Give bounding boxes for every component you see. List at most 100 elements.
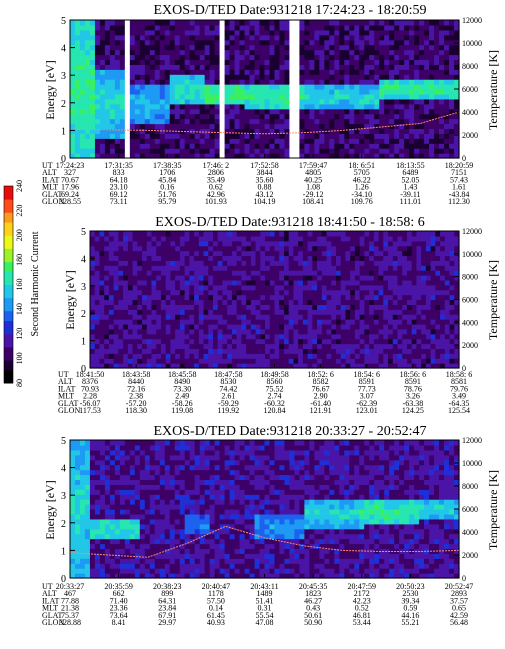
heat-cell — [344, 148, 350, 154]
heat-cell — [99, 98, 106, 105]
heat-cell — [411, 358, 418, 364]
heat-cell — [129, 79, 136, 85]
heat-cell — [231, 240, 238, 247]
heat-cell — [198, 358, 205, 364]
heat-cell — [146, 245, 153, 252]
heat-cell — [304, 84, 310, 90]
heat-cell — [364, 59, 370, 65]
heat-cell — [159, 123, 166, 130]
heat-cell — [449, 358, 455, 364]
heat-cell — [74, 39, 81, 46]
heat-cell — [254, 113, 261, 120]
heat-cell — [389, 108, 395, 115]
heat-cell — [134, 84, 141, 90]
heat-cell — [129, 469, 136, 476]
heat-cell — [383, 348, 389, 354]
heat-cell — [392, 240, 399, 247]
heat-cell — [214, 148, 221, 154]
heat-cell — [127, 240, 134, 247]
heat-cell — [204, 143, 211, 149]
heat-cell — [314, 148, 320, 154]
panel-2-title: EXOS-D/TED Date:931218 18:41:50 - 18:58:… — [155, 215, 424, 230]
panel-3-heatmap — [69, 440, 460, 579]
heat-cell — [369, 353, 375, 359]
ephemeris-row-label: UT — [58, 370, 69, 379]
heat-cell — [336, 353, 342, 359]
heat-cell — [184, 284, 190, 291]
heat-cell — [250, 358, 257, 364]
ephemeris-value: 74.42 — [219, 384, 237, 393]
heat-cell — [255, 319, 261, 325]
heat-cell — [160, 235, 167, 242]
heat-cell — [151, 343, 157, 350]
heat-cell — [259, 143, 266, 149]
heat-cell — [203, 328, 209, 335]
heat-cell — [132, 245, 138, 252]
heat-cell — [90, 333, 96, 340]
heat-cell — [374, 34, 380, 41]
heat-cell — [134, 148, 141, 154]
heat-cell — [214, 54, 221, 61]
heat-cell — [194, 153, 201, 159]
heat-cell — [440, 231, 446, 237]
heat-cell — [454, 235, 460, 242]
heat-cell — [304, 138, 310, 144]
heat-cell — [388, 348, 394, 354]
heat-cell — [94, 118, 101, 125]
heat-cell — [334, 118, 340, 125]
heat-cell — [194, 284, 200, 291]
heat-cell — [294, 84, 301, 90]
heat-cell — [430, 358, 436, 364]
heat-cell — [113, 245, 119, 252]
heat-cell — [404, 74, 410, 80]
heat-cell — [249, 98, 256, 105]
heat-cell — [454, 143, 460, 149]
heat-cell — [421, 358, 427, 364]
heat-cell — [194, 270, 200, 276]
heat-cell — [429, 133, 435, 139]
heat-cell — [274, 319, 280, 325]
heat-cell — [84, 108, 91, 115]
heat-cell — [204, 98, 211, 105]
heat-cell — [288, 270, 295, 276]
heat-cell — [329, 103, 335, 110]
heat-cell — [289, 54, 296, 61]
heat-cell — [454, 79, 460, 85]
heat-cell — [94, 543, 101, 550]
heat-cell — [109, 98, 116, 105]
heat-cell — [244, 138, 251, 144]
heat-cell — [236, 270, 242, 276]
heat-cell — [307, 358, 313, 364]
heat-cell — [119, 533, 126, 540]
heat-cell — [199, 118, 206, 125]
ephemeris-value: 17:46: 2 — [203, 161, 229, 170]
heat-cell — [324, 64, 330, 70]
heat-cell — [317, 255, 323, 261]
heat-cell — [274, 348, 280, 354]
heat-cell — [99, 504, 106, 510]
heat-cell — [249, 143, 256, 149]
heat-cell — [160, 348, 167, 354]
heat-cell — [84, 84, 91, 90]
heat-cell — [430, 294, 436, 301]
heat-cell — [429, 84, 435, 90]
heat-cell — [359, 255, 365, 261]
heat-cell — [397, 294, 403, 301]
heat-cell — [411, 314, 418, 320]
heat-cell — [397, 328, 403, 335]
heat-cell — [416, 240, 422, 247]
heat-cell — [159, 98, 166, 105]
heat-cell — [194, 69, 201, 75]
heat-cell — [384, 118, 390, 125]
heat-cell — [279, 279, 285, 286]
heat-cell — [449, 44, 455, 51]
heat-cell — [331, 309, 337, 315]
heat-cell — [129, 153, 136, 159]
heat-cell — [99, 24, 106, 31]
ephemeris-value: 111.01 — [400, 197, 421, 206]
heat-cell — [388, 343, 394, 350]
ephemeris-row-label: GLON — [42, 197, 64, 206]
heat-cell — [244, 44, 251, 51]
heat-cell — [369, 328, 375, 335]
heat-cell — [350, 265, 356, 271]
